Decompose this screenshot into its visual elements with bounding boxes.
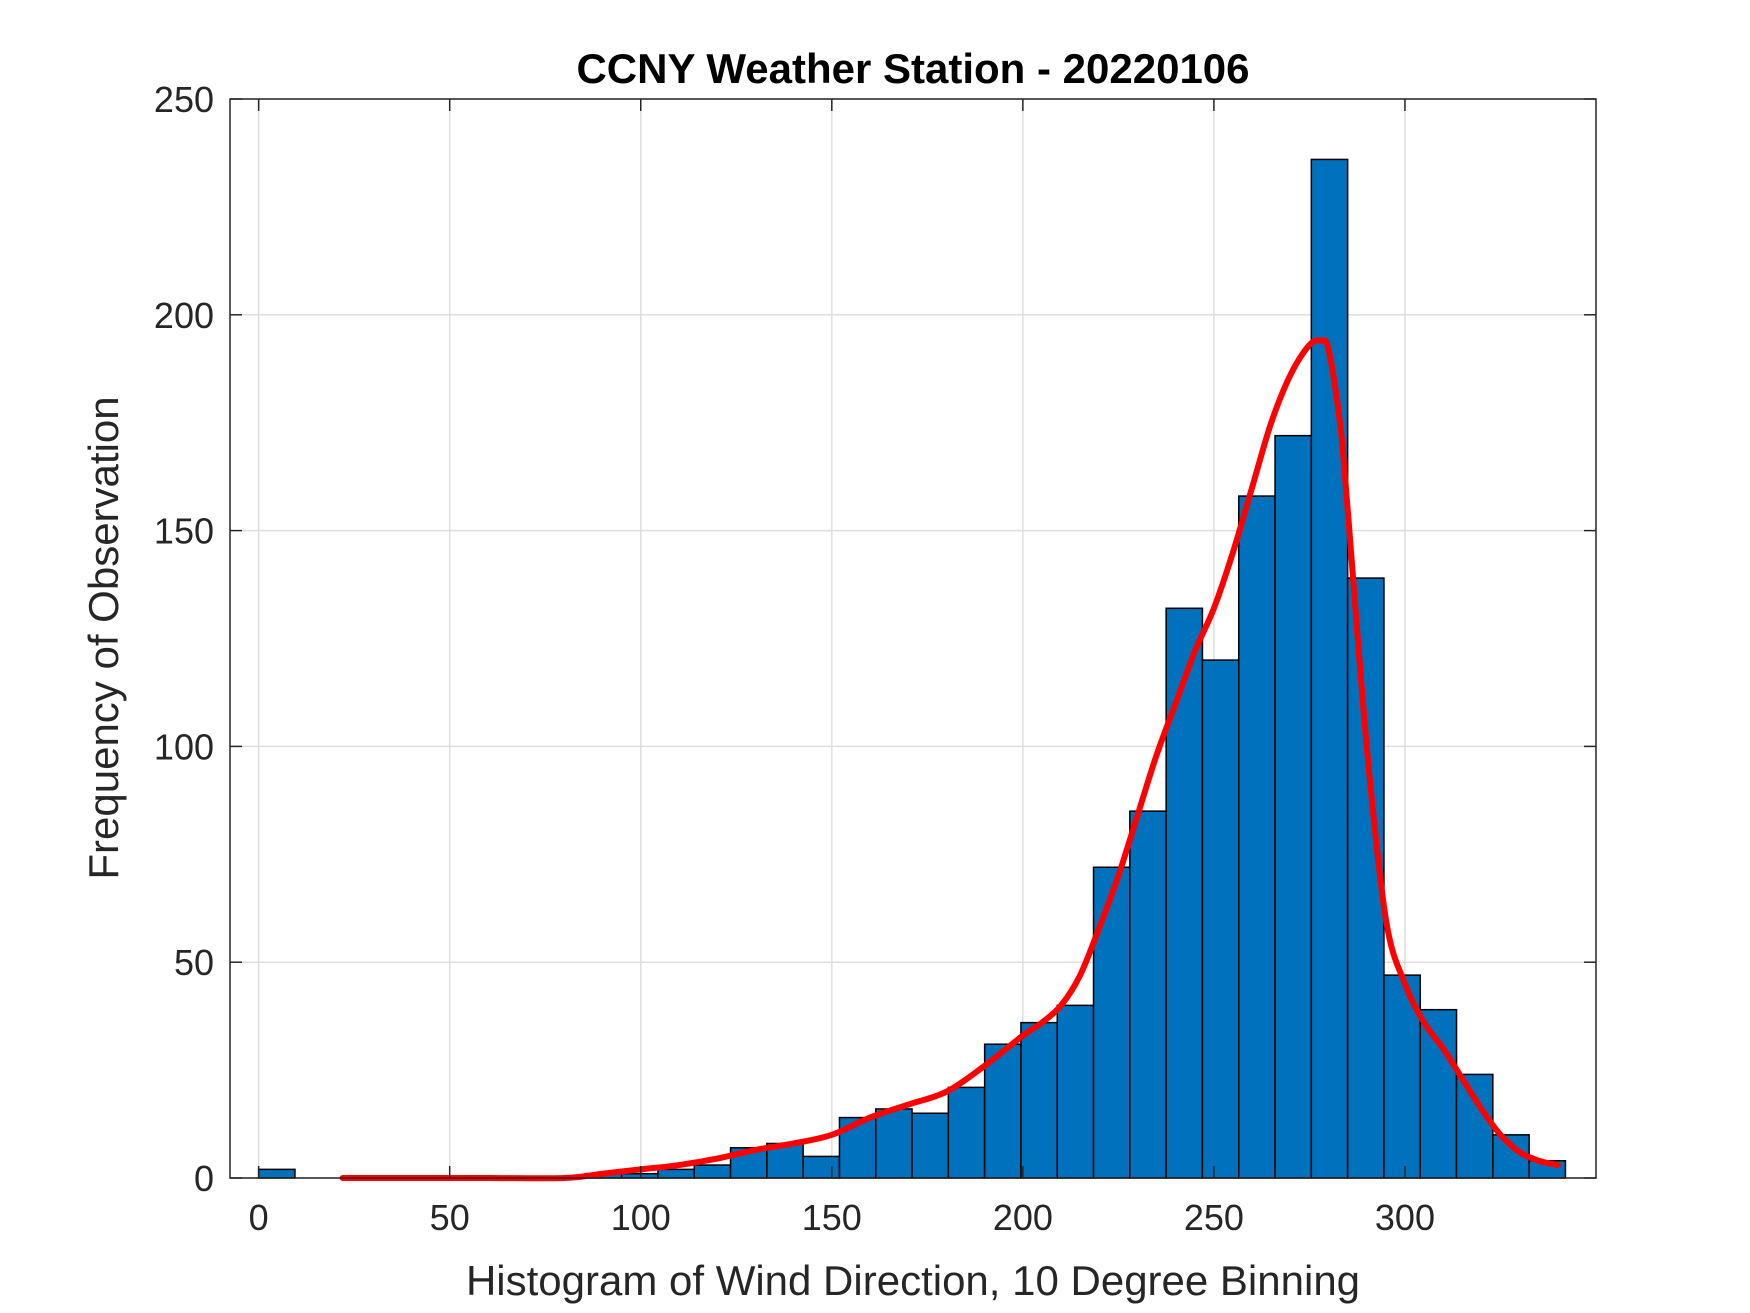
x-tick-label: 50 <box>430 1197 470 1238</box>
plot-area-border <box>229 98 1597 1179</box>
x-tick-labels: 0 50 100 150 200 250 300 <box>249 1197 1435 1238</box>
y-axis-label: Frequency of Observation <box>80 396 127 879</box>
x-tick-label: 100 <box>611 1197 671 1238</box>
histogram-bar <box>1419 1008 1458 1179</box>
y-tick-label: 250 <box>154 79 214 120</box>
y-tick-label: 100 <box>154 726 214 767</box>
x-axis-label: Histogram of Wind Direction, 10 Degree B… <box>466 1257 1360 1304</box>
histogram-bar <box>1092 866 1131 1179</box>
axis-ticks <box>230 98 1596 1179</box>
histogram-bar <box>1455 1073 1494 1179</box>
y-tick-label: 150 <box>154 511 214 552</box>
histogram-bar <box>1056 1004 1095 1179</box>
x-tick-label: 300 <box>1375 1197 1435 1238</box>
histogram-bar <box>1020 1021 1058 1179</box>
histogram-bar <box>1201 659 1240 1179</box>
histogram-bar <box>693 1164 732 1179</box>
histogram-bar <box>657 1168 695 1179</box>
histogram-bar <box>802 1155 841 1179</box>
histogram-bar <box>1274 434 1313 1179</box>
histogram-bar <box>1237 495 1276 1179</box>
histogram-bar <box>1129 810 1167 1179</box>
histogram-bar <box>1165 607 1204 1179</box>
chart-title: CCNY Weather Station - 20220106 <box>576 45 1249 92</box>
histogram-bar <box>874 1108 913 1179</box>
histogram-bar <box>947 1086 986 1179</box>
y-tick-label: 0 <box>194 1158 214 1199</box>
x-tick-label: 200 <box>993 1197 1053 1238</box>
fit-curve <box>339 337 1561 1182</box>
histogram-bar <box>257 1168 296 1179</box>
y-tick-label: 200 <box>154 295 214 336</box>
x-tick-label: 0 <box>249 1197 269 1238</box>
x-tick-label: 150 <box>802 1197 862 1238</box>
histogram-bar <box>1310 158 1349 1179</box>
histogram-bar <box>911 1112 950 1179</box>
y-tick-labels: 0 50 100 150 200 250 <box>154 79 214 1199</box>
x-tick-label: 250 <box>1184 1197 1244 1238</box>
y-tick-label: 50 <box>174 942 214 983</box>
